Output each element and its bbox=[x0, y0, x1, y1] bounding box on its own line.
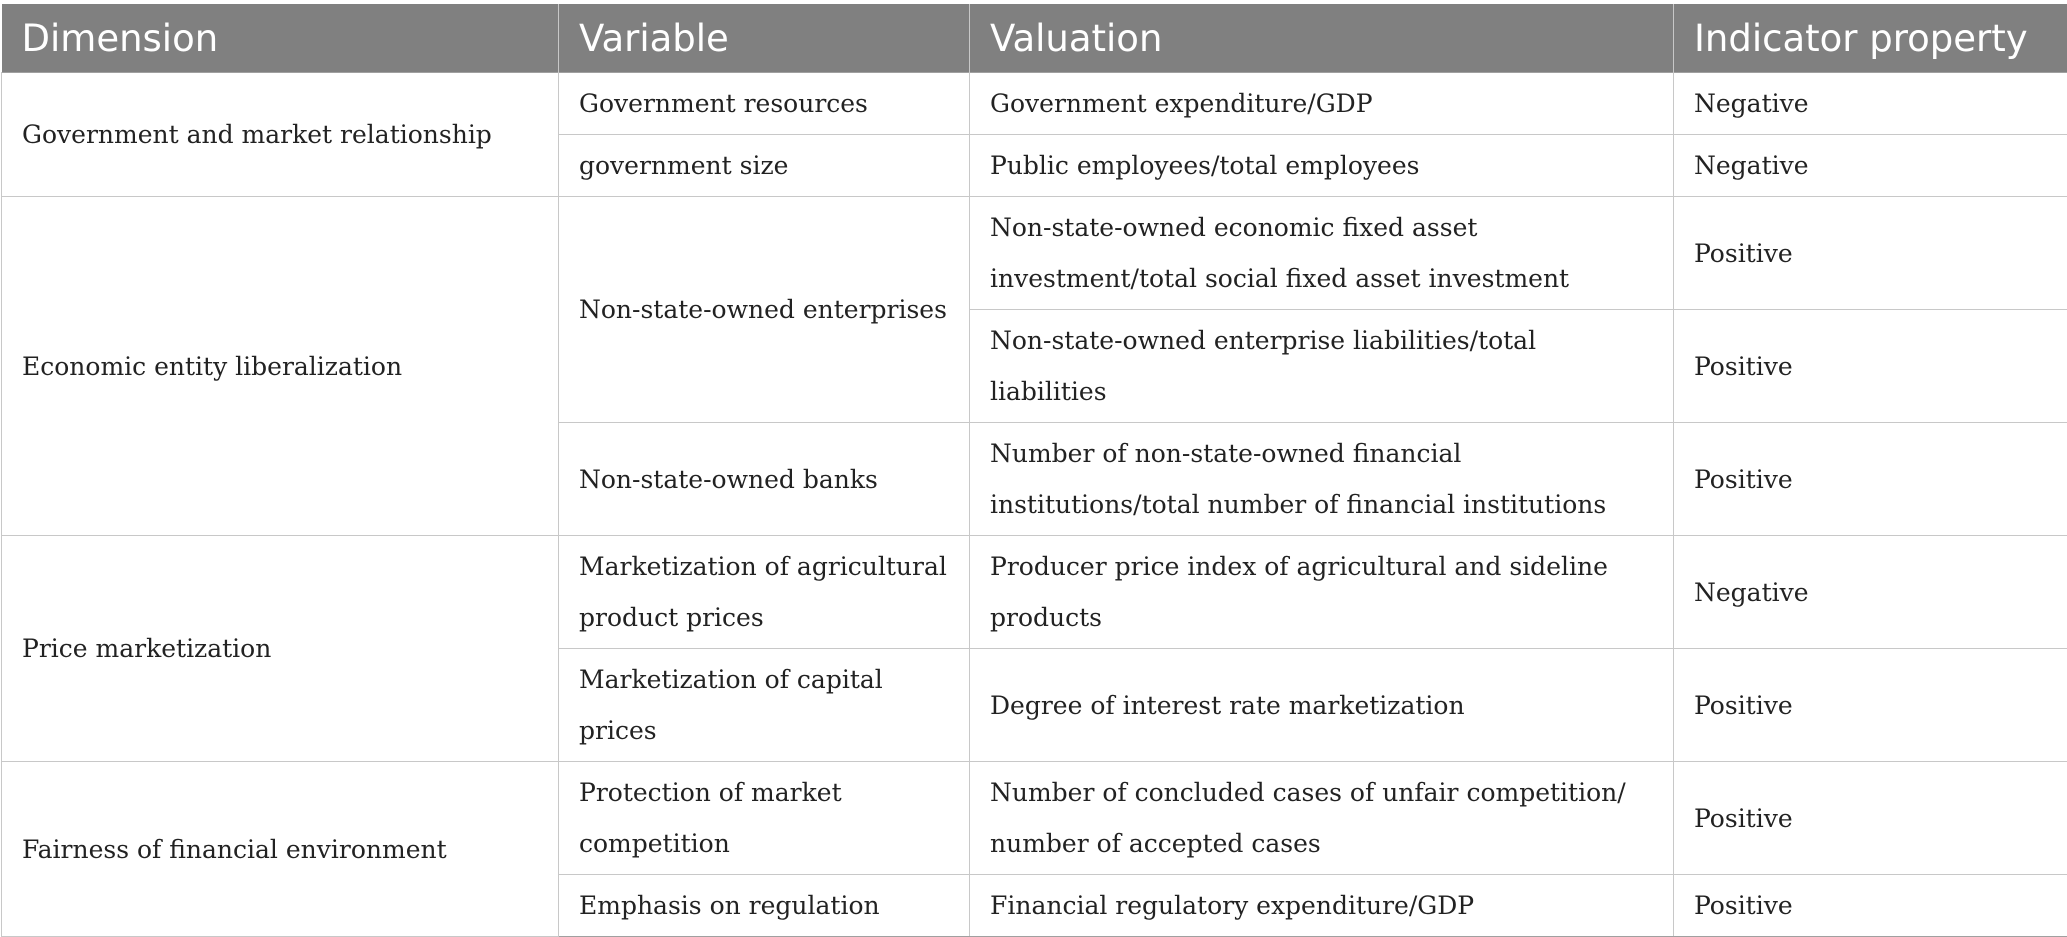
valuation-cell: Financial regulatory expenditure/GDP bbox=[970, 875, 1674, 937]
table-row: Economic entity liberalization Non-state… bbox=[2, 197, 2067, 310]
valuation-cell: Degree of interest rate marketization bbox=[970, 649, 1674, 762]
table-header-row: Dimension Variable Valuation Indicator p… bbox=[2, 4, 2067, 73]
table-row: Fairness of financial environment Protec… bbox=[2, 762, 2067, 875]
table-row: Price marketization Marketization of agr… bbox=[2, 536, 2067, 649]
variable-cell: Non-state-owned enterprises bbox=[559, 197, 970, 423]
dimension-cell: Price marketization bbox=[2, 536, 559, 762]
property-cell: Positive bbox=[1674, 197, 2067, 310]
property-cell: Positive bbox=[1674, 875, 2067, 937]
property-cell: Negative bbox=[1674, 73, 2067, 135]
valuation-cell: Non-state-owned economic fixed asset inv… bbox=[970, 197, 1674, 310]
property-cell: Positive bbox=[1674, 423, 2067, 536]
dimension-cell: Government and market relationship bbox=[2, 73, 559, 197]
variable-cell: Marketization of capital prices bbox=[559, 649, 970, 762]
property-cell: Positive bbox=[1674, 649, 2067, 762]
variable-cell: Protection of market competition bbox=[559, 762, 970, 875]
valuation-cell: Non-state-owned enterprise liabilities/t… bbox=[970, 310, 1674, 423]
variable-cell: Emphasis on regulation bbox=[559, 875, 970, 937]
valuation-cell: Government expenditure/GDP bbox=[970, 73, 1674, 135]
property-cell: Positive bbox=[1674, 310, 2067, 423]
valuation-cell: Number of non-state-owned financial inst… bbox=[970, 423, 1674, 536]
variable-cell: Government resources bbox=[559, 73, 970, 135]
valuation-cell: Public employees/total employees bbox=[970, 135, 1674, 197]
header-indicator-property: Indicator property bbox=[1674, 4, 2067, 73]
valuation-cell: Producer price index of agricultural and… bbox=[970, 536, 1674, 649]
property-cell: Positive bbox=[1674, 762, 2067, 875]
valuation-cell: Number of concluded cases of unfair comp… bbox=[970, 762, 1674, 875]
variable-cell: Marketization of agricultural product pr… bbox=[559, 536, 970, 649]
indicator-table: Dimension Variable Valuation Indicator p… bbox=[1, 4, 2067, 937]
property-cell: Negative bbox=[1674, 135, 2067, 197]
property-cell: Negative bbox=[1674, 536, 2067, 649]
table-row: Government and market relationship Gover… bbox=[2, 73, 2067, 135]
dimension-cell: Fairness of financial environment bbox=[2, 762, 559, 937]
variable-cell: Non-state-owned banks bbox=[559, 423, 970, 536]
header-valuation: Valuation bbox=[970, 4, 1674, 73]
header-variable: Variable bbox=[559, 4, 970, 73]
dimension-cell: Economic entity liberalization bbox=[2, 197, 559, 536]
variable-cell: government size bbox=[559, 135, 970, 197]
header-dimension: Dimension bbox=[2, 4, 559, 73]
